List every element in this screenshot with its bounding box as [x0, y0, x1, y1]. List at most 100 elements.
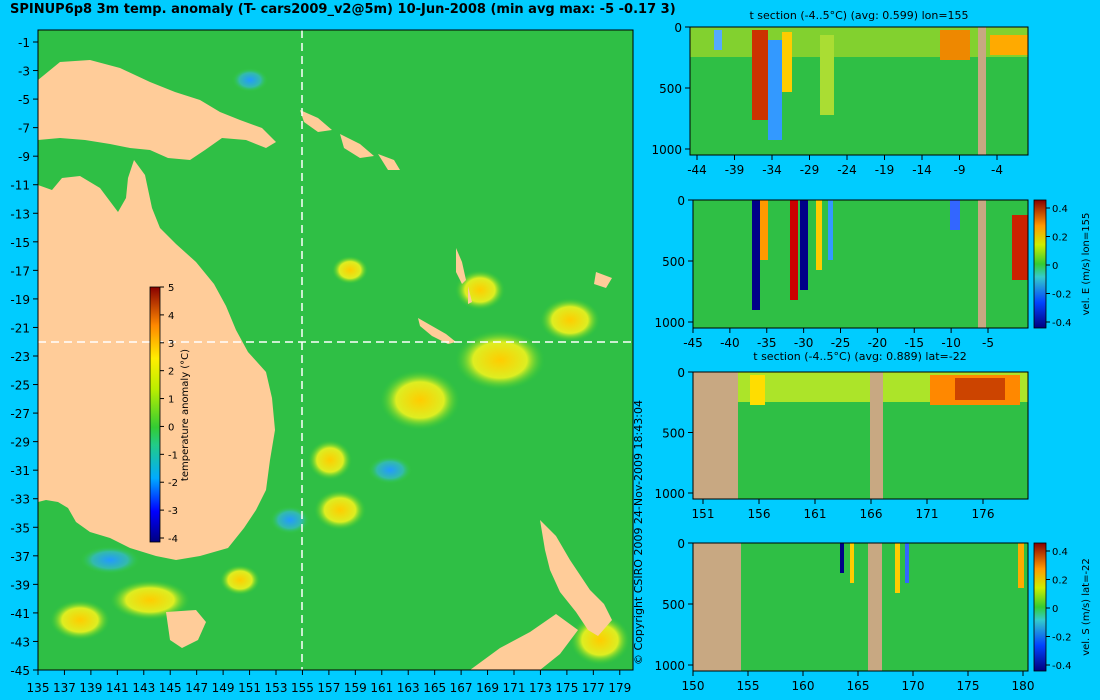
- x-tick-label: 161: [804, 507, 827, 521]
- map-panel: temperature anomaly (°C): [37, 29, 634, 671]
- y-tick-label: 1000: [654, 316, 685, 330]
- colorbar-tick-label: 2: [168, 367, 174, 378]
- lat-tick-label: -13: [10, 207, 30, 221]
- lon-tick-label: 155: [291, 681, 314, 695]
- copyright-text: © Copyright CSIRO 2009 24-Nov-2009 18:43…: [632, 400, 645, 665]
- lon-tick-label: 169: [476, 681, 499, 695]
- y-tick-label: 500: [662, 255, 685, 269]
- colorbar-tick-label: 0.2: [1052, 233, 1068, 244]
- colorbar-tick-label: 0: [1052, 261, 1058, 272]
- x-tick-label: 165: [847, 679, 870, 693]
- x-tick-label: -10: [941, 336, 961, 350]
- x-tick-label: 156: [748, 507, 771, 521]
- x-tick-label: -14: [912, 163, 932, 177]
- colorbar-tick-label: 4: [168, 311, 174, 322]
- x-tick-label: -5: [982, 336, 994, 350]
- x-tick-label: -4: [991, 163, 1003, 177]
- map-colorbar-label: temperature anomaly (°C): [180, 349, 191, 481]
- x-tick-label: -44: [687, 163, 707, 177]
- x-tick-label: 151: [692, 507, 715, 521]
- vel-e-colorbar: [1033, 199, 1047, 329]
- colorbar-tick-label: -0.2: [1052, 290, 1072, 301]
- lat-tick-label: -25: [10, 379, 30, 393]
- lon-tick-label: 171: [503, 681, 526, 695]
- section-land: [693, 372, 738, 499]
- lat-tick-label: -1: [18, 36, 30, 50]
- land-new-guinea: [38, 60, 276, 160]
- lat-tick-label: -21: [10, 321, 30, 335]
- section-land: [978, 200, 986, 328]
- map-lat-ticks: -1 -3 -5 -7 -9 -11 -13 -15 -17 -19 -21 -23 -25 -27 -29…: [10, 36, 38, 678]
- lat-tick-label: -41: [10, 607, 30, 621]
- colorbar-tick-label: 3: [168, 339, 174, 350]
- lon-tick-label: 135: [27, 681, 50, 695]
- lon-tick-label: 147: [185, 681, 208, 695]
- land-tasmania: [166, 610, 206, 648]
- map-colorbar-ticks: 5 4 3 2 1 0 -1 -2 -3 -4: [160, 283, 178, 545]
- section-land: [870, 372, 883, 499]
- lon-tick-label: 175: [555, 681, 578, 695]
- vel-s-colorbar-label: vel. S (m/s) lat=-22: [1081, 558, 1092, 656]
- panel-vel-e-lon: vel. E (m/s) lon=155: [692, 199, 1092, 329]
- lat-tick-label: -19: [10, 293, 30, 307]
- y-tick-label: 500: [662, 427, 685, 441]
- map-frame: [37, 29, 634, 671]
- colorbar-tick-label: -4: [168, 534, 178, 545]
- x-tick-label: -29: [800, 163, 820, 177]
- lon-tick-label: 151: [238, 681, 261, 695]
- y-tick-label: 1000: [651, 143, 682, 157]
- lon-tick-label: 153: [265, 681, 288, 695]
- lon-tick-label: 141: [106, 681, 129, 695]
- colorbar-tick-label: 5: [168, 283, 174, 294]
- lat-tick-label: -15: [10, 236, 30, 250]
- x-tick-label: 166: [860, 507, 883, 521]
- lon-tick-label: 145: [159, 681, 182, 695]
- colorbar-tick-label: 0.2: [1052, 576, 1068, 587]
- lon-tick-label: 177: [582, 681, 605, 695]
- x-tick-label: 180: [1012, 679, 1035, 693]
- colorbar-tick-label: -1: [168, 450, 178, 461]
- lon-tick-label: 173: [529, 681, 552, 695]
- lat-tick-label: -45: [10, 664, 30, 678]
- panel-t-section-lat: [692, 371, 1029, 500]
- lon-tick-label: 179: [608, 681, 631, 695]
- lat-tick-label: -7: [18, 122, 30, 136]
- lat-tick-label: -43: [10, 635, 30, 649]
- colorbar-tick-label: 0: [168, 422, 174, 433]
- x-tick-label: -35: [757, 336, 777, 350]
- section-land: [693, 543, 741, 671]
- x-tick-label: -9: [954, 163, 966, 177]
- x-tick-label: 150: [682, 679, 705, 693]
- x-tick-label: 160: [792, 679, 815, 693]
- vel-s-colorbar: [1033, 542, 1047, 672]
- x-tick-label: 155: [737, 679, 760, 693]
- panel-title: t section (-4..5°C) (avg: 0.889) lat=-22: [753, 350, 966, 363]
- lat-tick-label: -3: [18, 65, 30, 79]
- y-tick-label: 1000: [654, 659, 685, 673]
- panel-t-section-lon: [689, 26, 1029, 156]
- lon-tick-label: 137: [53, 681, 76, 695]
- colorbar-tick-label: -0.4: [1052, 661, 1072, 672]
- lat-tick-label: -31: [10, 464, 30, 478]
- x-tick-label: 175: [957, 679, 980, 693]
- map-lon-ticks: 135 137 139 141 143 145 147 149 151 153 155 157 159 1…: [27, 670, 631, 695]
- panel-title: t section (-4..5°C) (avg: 0.599) lon=155: [749, 9, 968, 22]
- x-tick-label: -39: [725, 163, 745, 177]
- lat-tick-label: -35: [10, 521, 30, 535]
- x-tick-label: -40: [720, 336, 740, 350]
- y-tick-label: 0: [677, 537, 685, 551]
- section-land: [978, 27, 986, 155]
- y-tick-label: 500: [662, 598, 685, 612]
- y-tick-label: 500: [659, 82, 682, 96]
- lon-tick-label: 163: [397, 681, 420, 695]
- land-new-zealand: [470, 520, 612, 670]
- x-tick-label: 176: [972, 507, 995, 521]
- colorbar-tick-label: -2: [168, 478, 178, 489]
- colorbar-tick-label: -0.2: [1052, 633, 1072, 644]
- lon-tick-label: 159: [344, 681, 367, 695]
- page-title: SPINUP6p8 3m temp. anomaly (T- cars2009_…: [10, 2, 676, 17]
- lon-tick-label: 161: [370, 681, 393, 695]
- lon-tick-label: 139: [79, 681, 102, 695]
